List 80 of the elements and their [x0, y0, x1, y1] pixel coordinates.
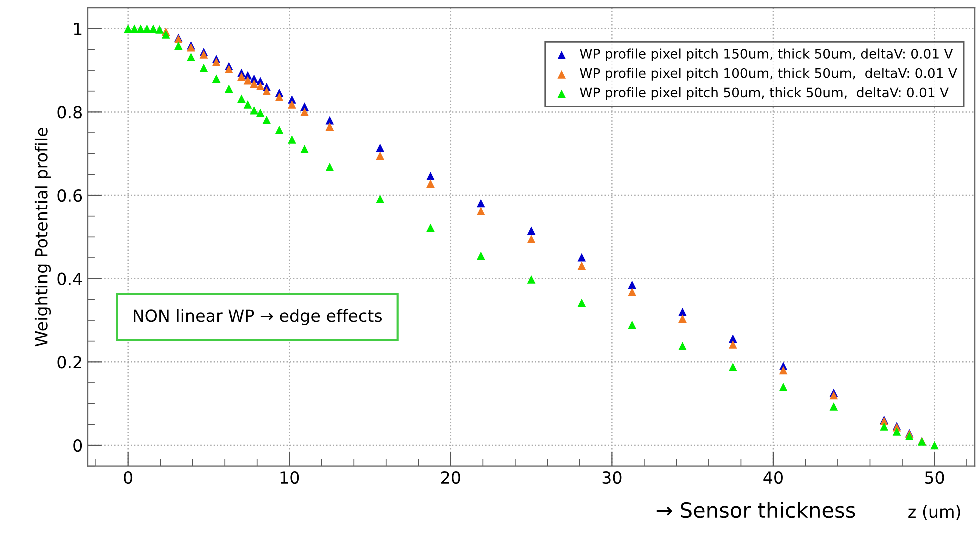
- y-tick-label: 0.4: [58, 272, 82, 286]
- point: [288, 100, 296, 109]
- point: [779, 382, 788, 392]
- point: [326, 122, 334, 131]
- point: [426, 224, 435, 232]
- point: [275, 93, 284, 102]
- point: [200, 64, 208, 72]
- point: [628, 280, 637, 290]
- point: [244, 76, 252, 85]
- point: [162, 30, 170, 39]
- point: [728, 340, 738, 349]
- x-axis-title: z (um): [908, 505, 960, 520]
- point: [174, 42, 183, 50]
- legend-label: WP profile pixel pitch 150um, thick 50um, deltaV: 0.01 V: [580, 48, 954, 62]
- point: [256, 82, 265, 91]
- point: [476, 207, 486, 216]
- point: [578, 262, 586, 270]
- y-tick-label: 1: [74, 23, 82, 36]
- annotation: NON linear WP → edge effects: [134, 309, 382, 326]
- point: [224, 84, 234, 94]
- point: [143, 24, 152, 34]
- point: [376, 195, 385, 204]
- x-tick-label: 0: [124, 471, 133, 484]
- point: [578, 298, 586, 308]
- point: [250, 106, 258, 115]
- point: [275, 126, 284, 134]
- point: [187, 53, 196, 62]
- point: [426, 172, 435, 181]
- point: [426, 180, 435, 188]
- point: [326, 163, 334, 172]
- point: [224, 65, 234, 74]
- legend-label: WP profile pixel pitch 100um, thick 50um, deltaV: 0.01 V: [580, 68, 958, 81]
- point: [678, 314, 687, 324]
- x-tick-label: 10: [280, 471, 300, 484]
- point: [262, 87, 272, 96]
- point: [476, 199, 486, 208]
- point: [256, 108, 265, 118]
- y-tick-label: 0.2: [58, 356, 82, 369]
- point: [212, 74, 221, 84]
- point: [200, 50, 208, 59]
- x-tick-label: 50: [925, 471, 944, 484]
- point: [678, 342, 687, 350]
- x-tick-label: 20: [442, 471, 460, 484]
- point: [376, 144, 385, 152]
- point: [830, 402, 838, 411]
- point: [238, 72, 246, 81]
- point: [779, 366, 788, 375]
- y-tick-label: 0: [74, 439, 82, 452]
- point: [930, 441, 939, 450]
- point: [678, 308, 687, 316]
- point: [527, 226, 536, 236]
- point: [476, 252, 486, 260]
- point: [238, 94, 246, 104]
- point: [376, 152, 385, 160]
- point: [527, 276, 536, 284]
- point: [244, 100, 252, 109]
- point: [326, 116, 334, 125]
- point: [892, 428, 902, 436]
- point: [212, 58, 221, 66]
- point: [250, 80, 258, 88]
- point: [300, 108, 309, 116]
- point: [628, 320, 637, 330]
- point: [156, 26, 164, 34]
- text: → Sensor thickness: [656, 502, 856, 518]
- point: [728, 363, 738, 372]
- point: [149, 24, 158, 34]
- point: [288, 136, 296, 144]
- point: [262, 116, 272, 124]
- x-tick-label: 40: [764, 471, 783, 484]
- point: [578, 253, 586, 262]
- y-tick-label: 0.6: [58, 189, 82, 202]
- y-axis-title: Weighting Potential profile: [34, 128, 52, 347]
- point: [300, 145, 309, 154]
- point: [880, 422, 889, 431]
- point: [830, 391, 838, 400]
- legend-label: WP profile pixel pitch 50um, thick 50um, deltaV: 0.01 V: [580, 87, 949, 100]
- point: [628, 288, 637, 296]
- x-tick-label: 30: [602, 471, 622, 484]
- point: [527, 235, 536, 244]
- y-tick-label: 0.8: [58, 106, 82, 119]
